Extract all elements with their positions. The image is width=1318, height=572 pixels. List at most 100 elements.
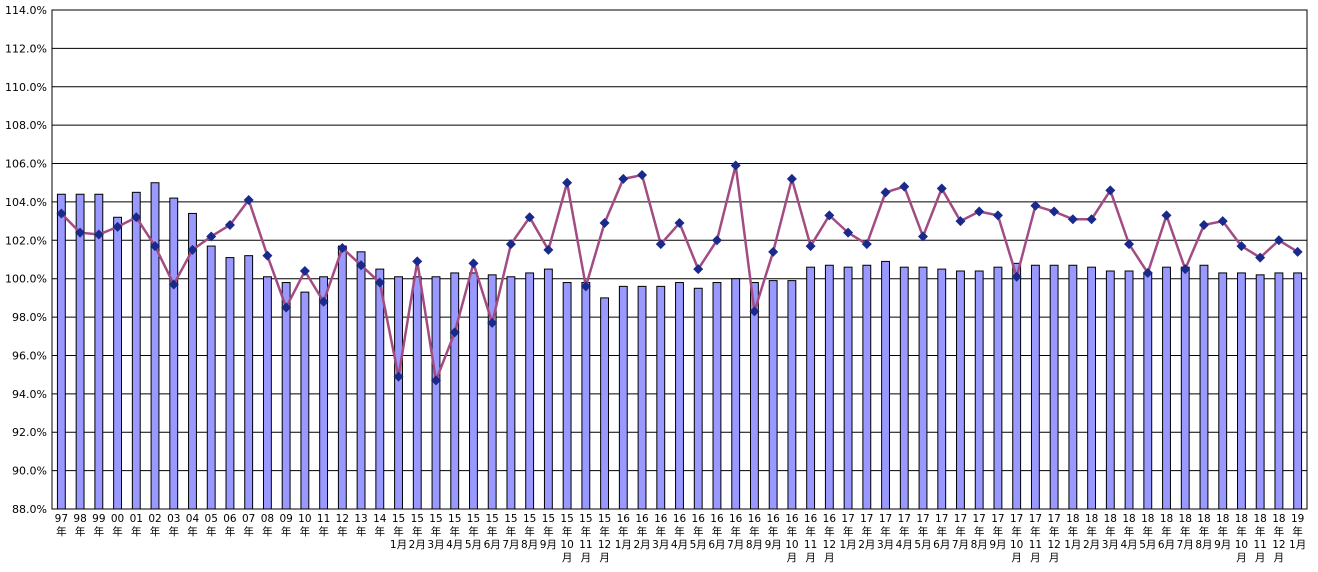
bar <box>188 212 197 510</box>
bar <box>787 280 797 510</box>
bar <box>1237 272 1246 510</box>
line-marker <box>75 227 86 238</box>
bar <box>1293 272 1303 510</box>
line-marker <box>1217 216 1228 227</box>
x-tick-label: 16 年 1月 <box>615 513 632 551</box>
x-tick-label: 07 年 <box>242 513 255 538</box>
bar <box>974 270 984 510</box>
bar <box>824 264 834 510</box>
line-marker <box>730 160 741 171</box>
line-marker <box>262 250 273 261</box>
bar <box>431 276 441 510</box>
line-marker <box>599 218 610 229</box>
x-tick-label: 15 年 12 月 <box>598 513 611 564</box>
line-marker <box>674 218 685 229</box>
bar <box>1218 272 1228 510</box>
x-tick-label: 18 年 10 月 <box>1235 513 1248 564</box>
line-marker <box>955 216 966 227</box>
line-marker <box>131 212 142 223</box>
bar <box>581 282 591 510</box>
bar <box>1255 274 1265 510</box>
x-tick-label: 04 年 <box>186 513 200 538</box>
line-marker <box>637 170 648 181</box>
x-tick-label: 16 年 11 月 <box>804 513 818 564</box>
x-tick-label: 17 年 5月 <box>914 513 931 551</box>
x-tick-label: 15 年 11 月 <box>579 513 592 564</box>
bar <box>899 266 909 510</box>
line-marker <box>412 256 423 267</box>
bar <box>618 285 628 510</box>
x-tick-label: 01 年 <box>130 513 143 538</box>
bar <box>806 266 816 510</box>
bar <box>150 182 160 510</box>
bar <box>1087 266 1097 510</box>
x-tick-label: 18 年 9月 <box>1214 513 1231 551</box>
x-tick-label: 18 年 4月 <box>1120 513 1137 551</box>
line-marker <box>899 181 910 192</box>
x-tick-label: 18 年 8月 <box>1195 513 1212 551</box>
bar <box>862 264 872 510</box>
line-marker <box>487 317 498 328</box>
bar <box>1030 264 1040 510</box>
line-marker <box>768 246 779 257</box>
bar <box>1199 264 1209 510</box>
line-marker <box>337 242 348 253</box>
line-marker <box>187 244 198 255</box>
y-axis-tick-labels: 88.0% 90.0% 92.0% 94.0% 96.0% 98.0% 100.0% 102.… <box>5 4 47 516</box>
line-marker <box>524 212 535 223</box>
line-marker <box>1273 235 1284 246</box>
line-marker <box>168 279 179 290</box>
x-axis-tick-labels: 97 年 98 年 99 年 00 年 01 年 02 年 03 年 04 年 05 年 06 年 07 年 08 年 09 年 1… <box>55 513 1307 564</box>
bar <box>94 193 104 510</box>
x-tick-label: 12 年 <box>336 513 349 538</box>
line-marker <box>430 375 441 386</box>
x-tick-label: 97 年 <box>55 513 68 538</box>
line-marker <box>93 229 104 240</box>
x-tick-label: 18 年 11 月 <box>1253 513 1266 564</box>
plot-area-frame <box>51 9 1308 510</box>
x-tick-label: 99 年 <box>92 513 105 538</box>
line-marker <box>1292 246 1303 257</box>
x-tick-label: 18 年 7月 <box>1177 513 1194 551</box>
line-marker <box>224 219 235 230</box>
y-tick-label: 92.0% <box>12 426 47 439</box>
bar <box>843 266 853 510</box>
line-marker <box>880 187 891 198</box>
line-marker <box>243 195 254 206</box>
line-marker <box>505 239 516 250</box>
bar <box>562 282 572 510</box>
line-marker <box>655 239 666 250</box>
bar <box>993 266 1003 510</box>
bar <box>656 285 666 510</box>
x-tick-label: 16 年 2月 <box>633 513 650 551</box>
y-tick-label: 108.0% <box>5 119 47 132</box>
x-tick-label: 15 年 8月 <box>521 513 538 551</box>
y-tick-label: 110.0% <box>5 81 47 94</box>
x-tick-label: 15 年 6月 <box>484 513 501 551</box>
line-marker <box>805 241 816 252</box>
line-marker <box>618 173 629 184</box>
bar <box>1105 270 1115 510</box>
line-marker <box>1161 210 1172 221</box>
line-marker <box>206 231 217 242</box>
bar <box>693 287 703 510</box>
bar <box>918 266 928 510</box>
bar <box>412 276 422 510</box>
x-tick-label: 15 年 9月 <box>540 513 557 551</box>
bar <box>262 276 272 510</box>
line-marker <box>974 206 985 217</box>
bar <box>543 268 553 510</box>
x-tick-label: 16 年 3月 <box>652 513 669 551</box>
x-tick-label: 03 年 <box>167 513 180 538</box>
line-marker <box>356 260 367 271</box>
bar <box>225 257 235 510</box>
line-marker <box>374 277 385 288</box>
x-tick-label: 02 年 <box>148 513 161 538</box>
y-tick-label: 96.0% <box>12 349 47 362</box>
bar <box>712 282 722 510</box>
bar <box>731 278 741 510</box>
bar <box>281 282 291 510</box>
bar <box>637 285 647 510</box>
bar <box>600 297 610 510</box>
bar <box>113 216 122 510</box>
